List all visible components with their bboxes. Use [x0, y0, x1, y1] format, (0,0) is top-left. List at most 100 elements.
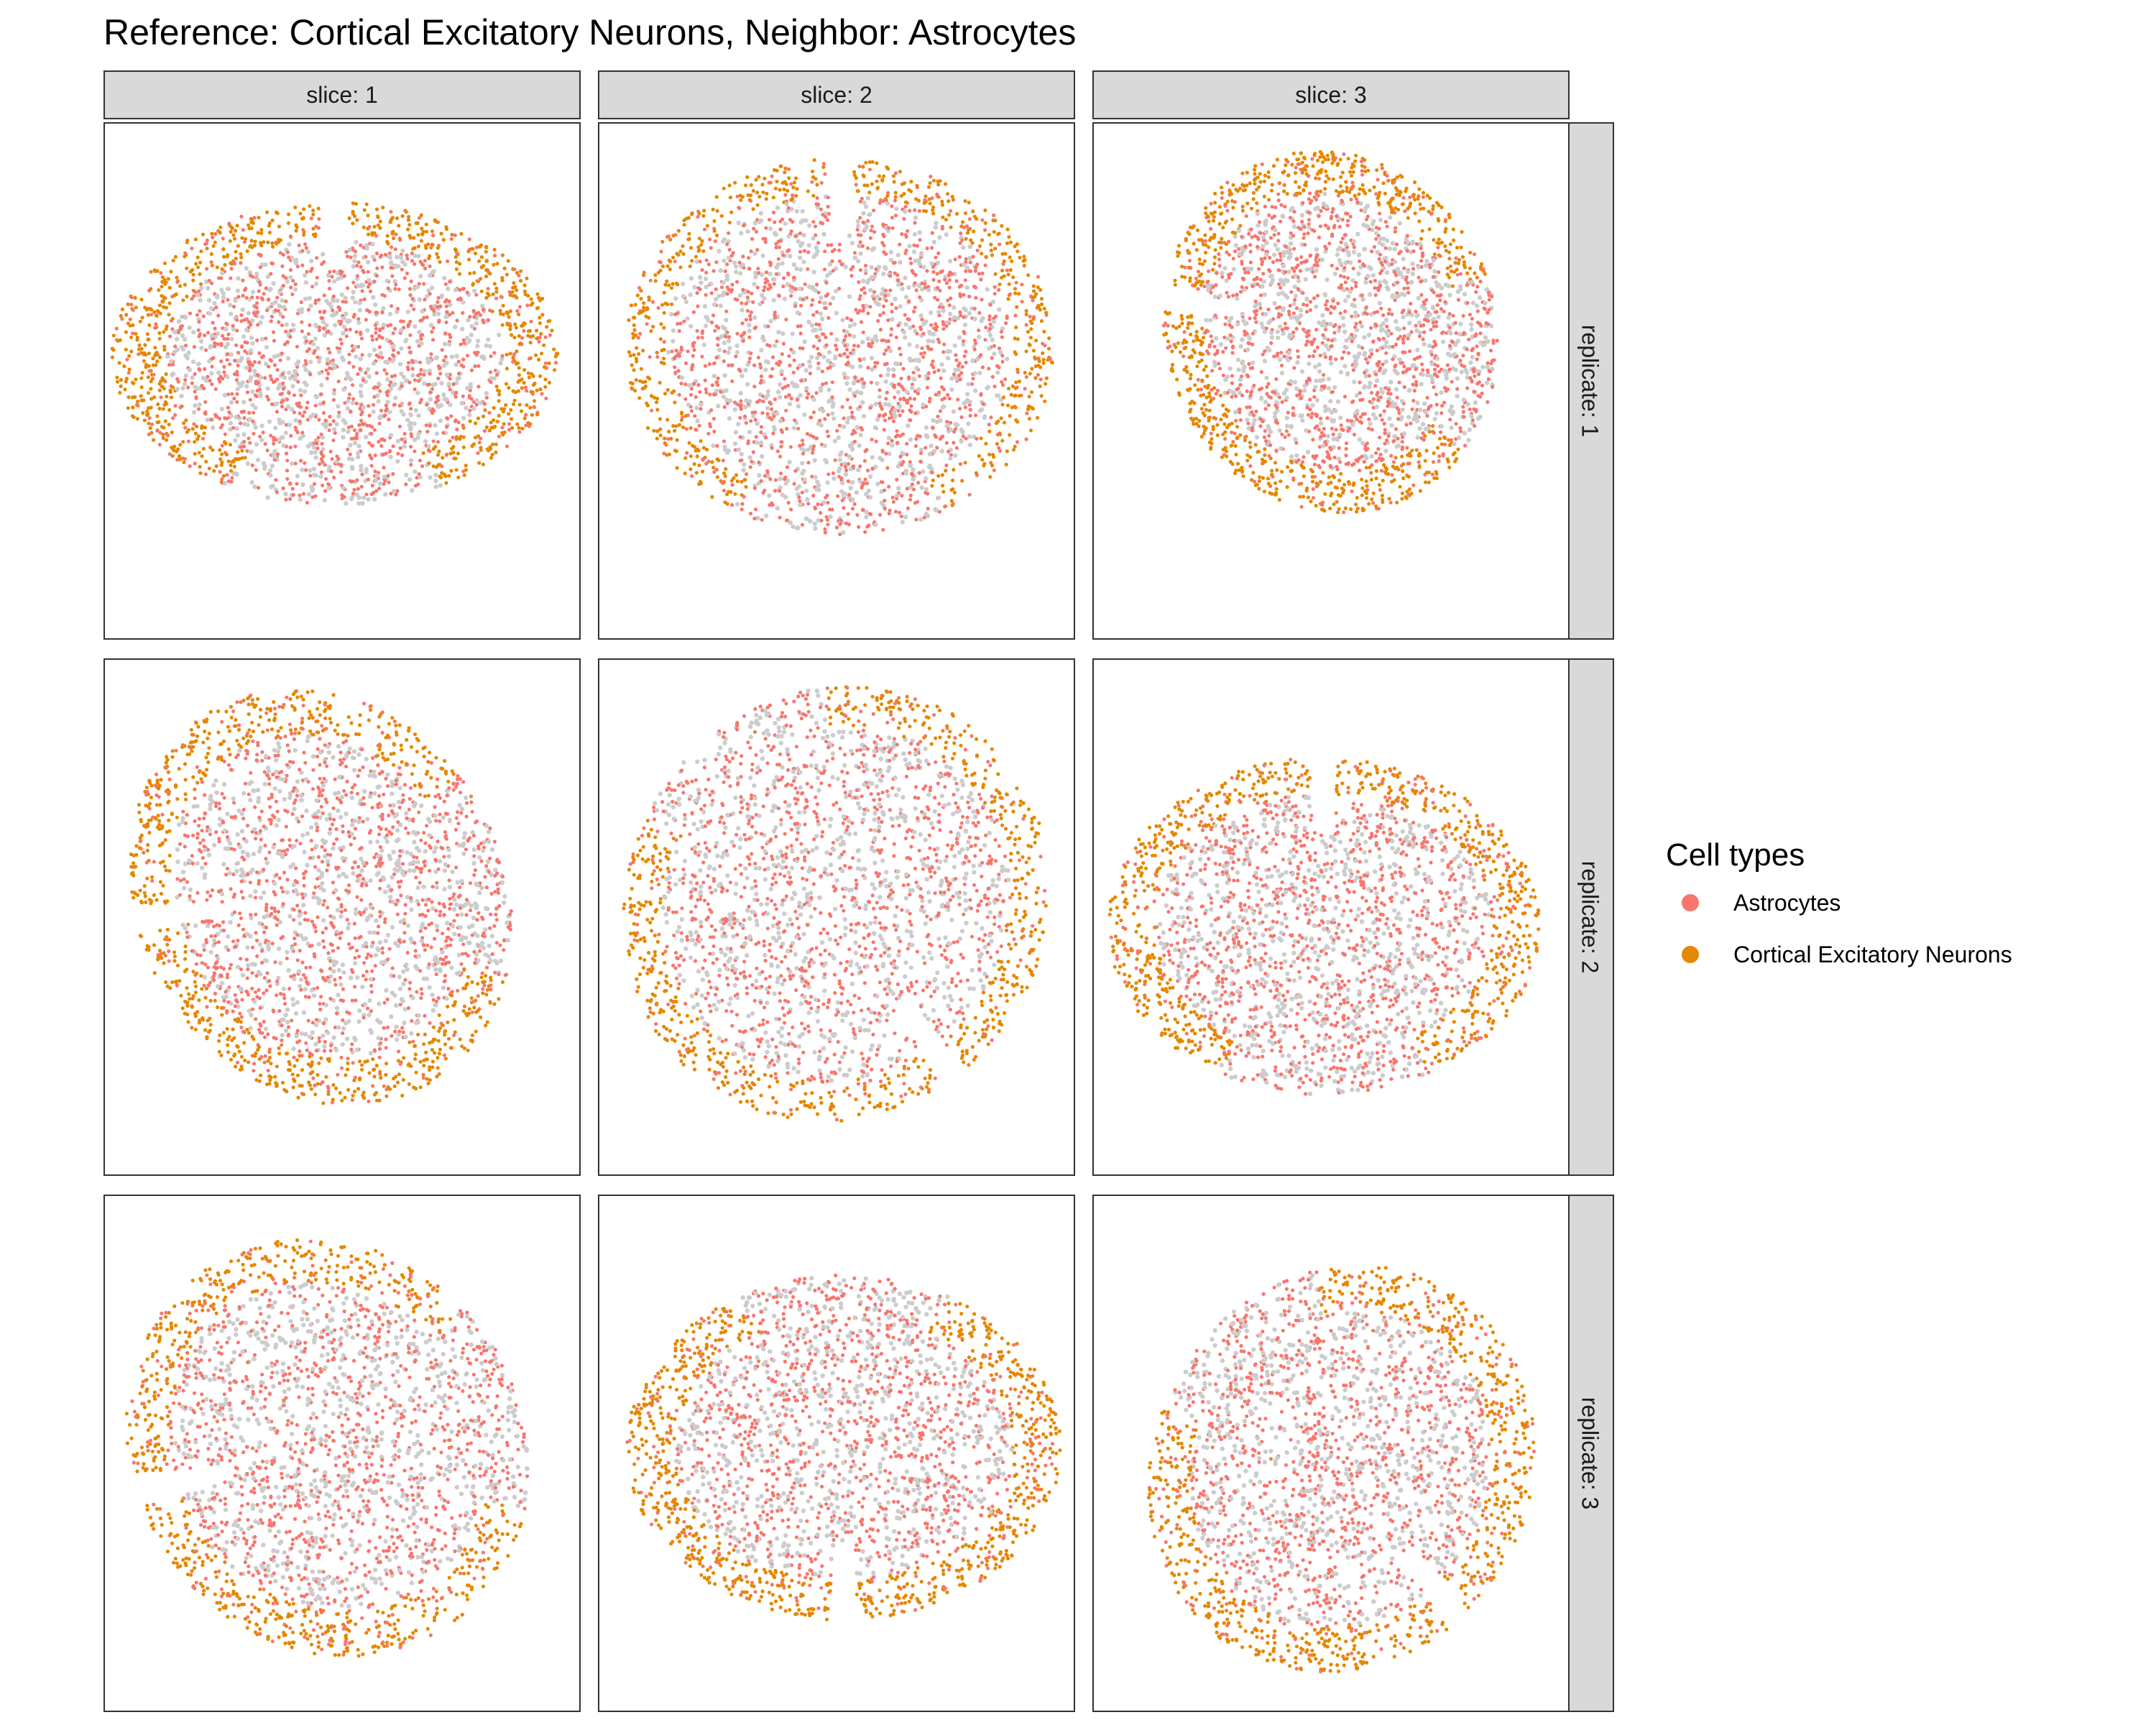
cell-point — [873, 522, 878, 528]
cell-point — [761, 236, 765, 241]
cell-point — [311, 466, 317, 472]
cell-point — [734, 280, 740, 284]
cell-point — [354, 401, 359, 405]
cell-point — [739, 399, 743, 403]
cell-point — [253, 313, 257, 318]
cell-point — [423, 259, 428, 263]
cell-point — [722, 186, 726, 190]
cell-point — [1013, 393, 1018, 397]
cell-point — [900, 520, 905, 525]
cell-point — [413, 484, 418, 488]
cell-point — [433, 423, 438, 428]
cell-point — [853, 439, 857, 443]
cell-point — [792, 358, 796, 362]
cell-point — [830, 259, 834, 263]
cell-point — [866, 365, 870, 370]
cell-point — [927, 451, 933, 456]
cell-point — [489, 456, 494, 460]
cell-point — [278, 251, 282, 255]
cell-point — [1039, 297, 1044, 301]
cell-point — [784, 201, 789, 206]
cell-point — [1000, 359, 1005, 364]
cell-point — [364, 254, 368, 259]
cell-point — [399, 371, 404, 377]
cell-point — [945, 349, 950, 354]
cell-point — [380, 336, 384, 340]
cell-point — [918, 325, 923, 329]
cell-point — [218, 457, 223, 461]
page-title: Reference: Cortical Excitatory Neurons, … — [103, 7, 1076, 58]
cell-point — [884, 397, 888, 401]
cell-point — [472, 270, 476, 275]
cell-point — [700, 239, 704, 243]
cell-point — [856, 467, 861, 473]
cell-point — [959, 231, 963, 236]
cell-point — [660, 348, 664, 353]
cell-point — [255, 295, 259, 300]
cell-point — [290, 407, 295, 412]
cell-point — [160, 425, 164, 429]
cell-point — [223, 481, 228, 486]
cell-point — [908, 396, 912, 401]
cell-point — [270, 241, 275, 245]
cell-point — [935, 272, 939, 276]
cell-point — [867, 523, 871, 528]
cell-point — [231, 426, 236, 430]
cell-point — [671, 328, 676, 334]
cell-point — [284, 276, 288, 280]
cell-point — [356, 317, 361, 321]
cell-point — [886, 318, 890, 323]
cell-point — [686, 349, 690, 354]
cell-point — [416, 373, 420, 377]
cell-point — [308, 359, 313, 364]
cell-point — [538, 321, 543, 326]
cell-point — [761, 399, 765, 403]
cell-point — [491, 442, 495, 446]
cell-point — [160, 275, 165, 280]
cell-point — [500, 253, 505, 257]
cell-point — [753, 270, 758, 275]
cell-point — [824, 343, 829, 347]
cell-point — [392, 348, 396, 352]
cell-point — [688, 246, 694, 250]
cell-point — [878, 313, 883, 317]
cell-point — [240, 345, 244, 349]
cell-point — [926, 507, 930, 511]
cell-point — [416, 413, 421, 418]
cell-point — [448, 333, 452, 337]
cell-point — [765, 191, 769, 196]
cell-point — [270, 314, 274, 318]
cell-point — [455, 251, 459, 255]
cell-point — [951, 478, 955, 482]
cell-point — [1013, 291, 1018, 295]
cell-point — [370, 484, 374, 488]
cell-point — [909, 180, 913, 184]
cell-point — [801, 442, 805, 446]
cell-point — [947, 259, 953, 264]
cell-point — [997, 288, 1001, 292]
cell-point — [781, 253, 786, 257]
cell-point — [883, 506, 887, 511]
cell-point — [479, 436, 483, 441]
cell-point — [968, 408, 972, 412]
cell-point — [194, 424, 199, 428]
cell-point — [885, 201, 890, 206]
cell-point — [929, 443, 934, 448]
cell-point — [747, 256, 751, 260]
cell-point — [226, 253, 230, 257]
cell-point — [858, 240, 862, 244]
cell-point — [211, 426, 216, 431]
cell-point — [186, 350, 191, 355]
cell-point — [973, 269, 977, 273]
cell-point — [837, 457, 843, 462]
cell-point — [717, 458, 721, 463]
cell-point — [861, 308, 865, 313]
cell-point — [303, 461, 307, 465]
cell-point — [921, 331, 926, 336]
cell-point — [717, 293, 722, 299]
facet-strip-slice-1: slice: 1 — [103, 70, 581, 119]
cell-point — [488, 370, 493, 374]
cell-point — [124, 330, 128, 334]
cell-point — [852, 255, 857, 260]
cell-point — [192, 294, 196, 298]
